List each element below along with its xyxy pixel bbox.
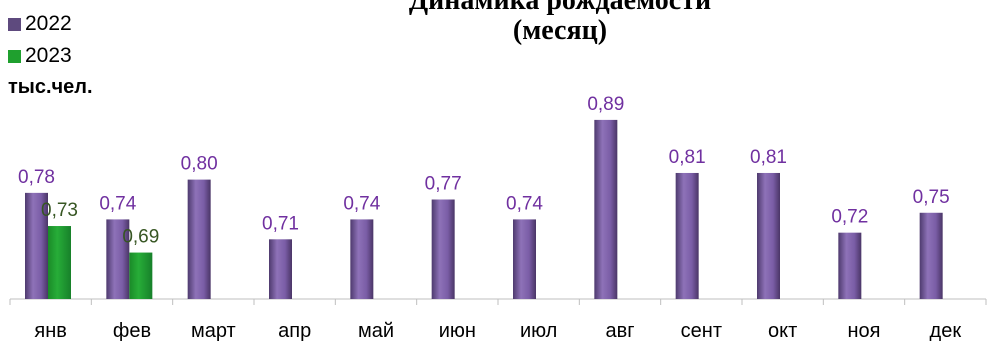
bar-2023-янв bbox=[48, 226, 71, 299]
x-tick-label: июл bbox=[520, 320, 557, 342]
bar-2022-дек bbox=[919, 212, 943, 299]
x-tick-label: апр bbox=[278, 320, 311, 342]
bar-2022-сент bbox=[675, 172, 699, 299]
data-label-2023-янв: 0,73 bbox=[41, 200, 78, 221]
x-tick-label: окт bbox=[768, 320, 797, 342]
x-tick-label: сент bbox=[681, 320, 722, 342]
legend-item-2022: 2022 bbox=[8, 8, 72, 40]
bar-2022-март bbox=[187, 179, 211, 299]
chart-title: Динамика рождаемости bbox=[408, 0, 712, 16]
legend-swatch-2022 bbox=[8, 17, 21, 31]
data-label-2022-июн: 0,77 bbox=[425, 174, 462, 195]
x-tick-label: янв bbox=[34, 320, 67, 342]
legend-item-2023: 2023 bbox=[8, 40, 72, 72]
bar-2023-фев bbox=[129, 252, 153, 299]
data-label-2022-май: 0,74 bbox=[343, 193, 380, 214]
data-label-2022-ноя: 0,72 bbox=[831, 207, 868, 228]
bar-2022-июн bbox=[431, 199, 455, 299]
x-tick-label: май bbox=[358, 320, 394, 342]
data-label-2022-апр: 0,71 bbox=[262, 213, 299, 234]
bar-2022-янв bbox=[25, 192, 48, 299]
bar-2022-апр bbox=[269, 239, 292, 299]
x-tick-label: июн bbox=[439, 320, 476, 342]
data-label-2022-дек: 0,75 bbox=[913, 187, 950, 208]
x-tick-label: ноя bbox=[848, 320, 881, 342]
x-tick-label: март bbox=[191, 320, 236, 342]
data-label-2022-янв: 0,78 bbox=[18, 167, 55, 188]
legend: 2022 2023 bbox=[8, 8, 72, 72]
legend-label-2022: 2022 bbox=[25, 12, 72, 35]
bar-2022-май bbox=[350, 219, 374, 299]
bar-2022-окт bbox=[757, 172, 780, 299]
y-axis-unit-label: тыс.чел. bbox=[8, 76, 93, 98]
x-tick-label: фев bbox=[113, 320, 151, 342]
legend-swatch-2023 bbox=[8, 49, 21, 63]
data-label-2022-окт: 0,81 bbox=[750, 147, 787, 168]
x-tick-label: дек bbox=[930, 320, 962, 342]
data-label-2023-фев: 0,69 bbox=[122, 227, 159, 248]
data-label-2022-фев: 0,74 bbox=[99, 193, 136, 214]
bar-2022-июл bbox=[513, 219, 536, 299]
bar-2022-ноя bbox=[838, 232, 862, 299]
bar-2022-авг bbox=[594, 119, 618, 300]
data-label-2022-март: 0,80 bbox=[181, 154, 218, 175]
bar-2022-фев bbox=[106, 219, 130, 299]
data-label-2022-июл: 0,74 bbox=[506, 193, 543, 214]
chart-subtitle: (месяц) bbox=[512, 15, 608, 46]
data-label-2022-авг: 0,89 bbox=[587, 94, 624, 115]
legend-label-2023: 2023 bbox=[25, 44, 72, 67]
data-label-2022-сент: 0,81 bbox=[669, 147, 706, 168]
x-tick-label: авг bbox=[605, 320, 634, 342]
